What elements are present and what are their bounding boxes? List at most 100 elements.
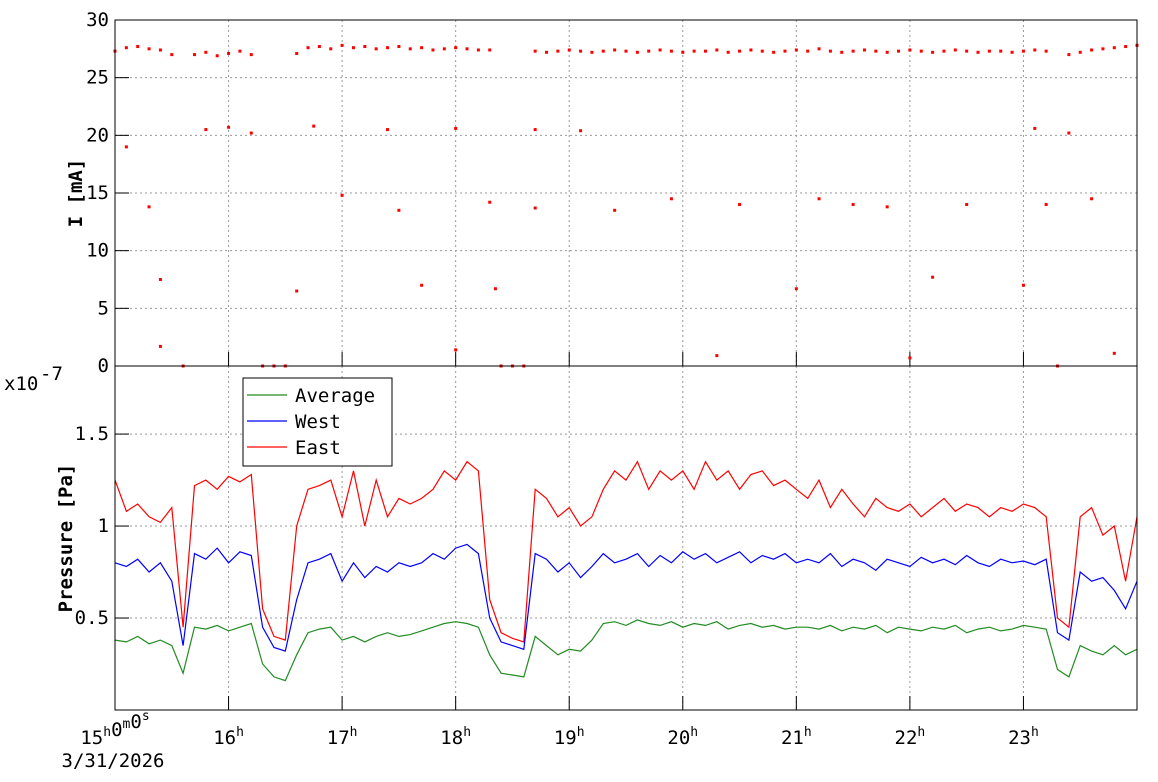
data-point (329, 47, 333, 51)
data-point (249, 53, 253, 57)
data-point (454, 348, 458, 352)
data-point (454, 46, 458, 50)
data-point (147, 47, 151, 51)
tick-unit: h (103, 725, 111, 740)
series-line (114, 619, 1138, 682)
y-tick-label: 0 (98, 355, 109, 377)
x-tick-label: 20h (667, 725, 698, 749)
x-tick-label: 23h (1008, 725, 1039, 749)
tick-unit: m (123, 717, 131, 732)
y-tick-label: 1.5 (75, 423, 109, 445)
tick-unit: s (142, 709, 150, 724)
data-point (738, 203, 742, 207)
data-point (340, 193, 344, 197)
y-tick-label: 1 (98, 515, 109, 537)
tick-number: 22 (895, 727, 918, 749)
tick-unit: h (804, 725, 812, 740)
data-point (351, 46, 355, 50)
data-point (579, 49, 583, 53)
x-tick-label: 18h (440, 725, 471, 749)
tick-number: 17 (327, 727, 350, 749)
y-axis-label: I [mA] (65, 159, 87, 228)
data-point (124, 46, 128, 50)
data-point (794, 48, 798, 52)
data-point (669, 49, 673, 53)
y-tick-label: 30 (86, 9, 109, 31)
series-line (114, 460, 1138, 643)
data-point (397, 45, 401, 49)
data-point (227, 125, 231, 129)
data-point (170, 53, 174, 57)
y-tick-label: 5 (98, 297, 109, 319)
y-tick-label: 25 (86, 67, 109, 89)
series-line (114, 543, 1138, 652)
data-point (1067, 53, 1071, 57)
data-point (1021, 49, 1025, 53)
y-tick-label: 0.5 (75, 607, 109, 629)
data-point (817, 197, 821, 201)
data-point (431, 48, 435, 52)
data-point (533, 206, 537, 210)
tick-unit: h (917, 725, 925, 740)
data-point (1112, 46, 1116, 50)
data-point (738, 49, 742, 53)
data-point (533, 49, 537, 53)
tick-number: 0 (130, 711, 141, 733)
data-point (976, 50, 980, 54)
data-point (317, 45, 321, 49)
data-point (1010, 50, 1014, 54)
legend-box (242, 377, 393, 467)
tick-number: 18 (440, 727, 463, 749)
data-point (828, 49, 832, 53)
x-tick-label: 15h0m0s (80, 709, 149, 749)
data-point (624, 49, 628, 53)
data-point (227, 51, 231, 55)
data-point (374, 47, 378, 51)
data-point (772, 50, 776, 54)
y-exponent: -7 (40, 363, 63, 385)
data-point (908, 356, 912, 360)
data-point (1101, 47, 1105, 51)
legend-label: Average (295, 385, 375, 407)
tick-unit: h (577, 725, 585, 740)
data-point (408, 47, 412, 51)
data-point (840, 50, 844, 54)
y-tick-label: 15 (86, 182, 109, 204)
data-point (931, 50, 935, 54)
data-point (488, 48, 492, 52)
data-point (442, 47, 446, 51)
data-point (386, 128, 390, 132)
data-point (158, 48, 162, 52)
data-point (692, 49, 696, 53)
data-point (454, 126, 458, 130)
data-point (1033, 126, 1037, 130)
tick-number: 16 (213, 727, 236, 749)
data-point (885, 205, 889, 209)
y-axis-label: Pressure [Pa] (55, 464, 77, 613)
data-point (215, 54, 219, 58)
data-point (312, 124, 316, 128)
data-point (851, 49, 855, 53)
data-point (386, 46, 390, 50)
data-point (545, 50, 549, 54)
data-point (806, 49, 810, 53)
data-point (658, 48, 662, 52)
data-point (726, 50, 730, 54)
data-point (760, 49, 764, 53)
data-point (749, 48, 753, 52)
data-point (908, 48, 912, 52)
x-tick-label: 21h (781, 725, 812, 749)
data-point (897, 49, 901, 53)
tick-unit: h (690, 725, 698, 740)
data-point (965, 49, 969, 53)
data-point (1021, 283, 1025, 287)
data-point (1090, 48, 1094, 52)
data-point (647, 49, 651, 53)
data-point (862, 48, 866, 52)
tick-number: 0 (111, 719, 122, 741)
data-point (817, 47, 821, 51)
data-point (340, 43, 344, 47)
tick-number: 20 (667, 727, 690, 749)
data-point (919, 49, 923, 53)
